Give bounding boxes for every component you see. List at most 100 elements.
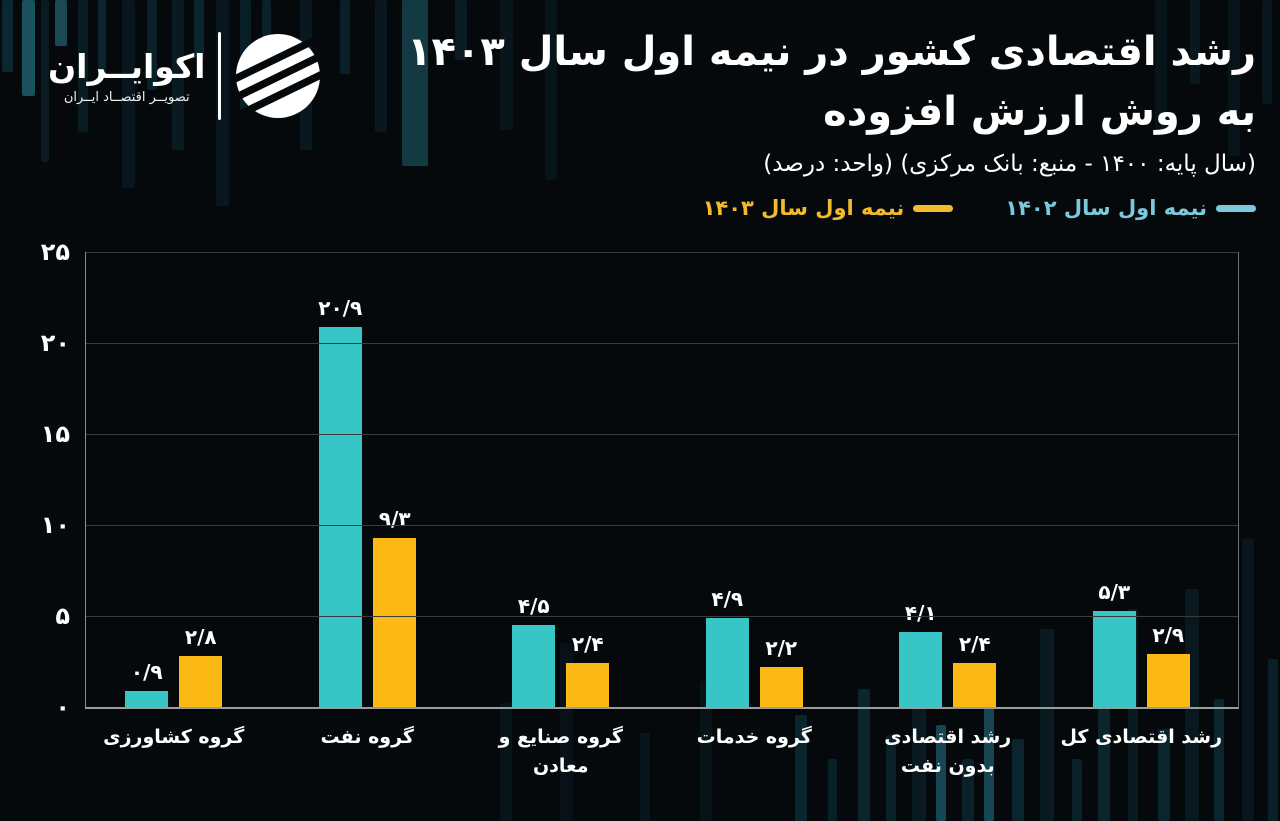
background-deco-bar bbox=[500, 703, 512, 821]
bar-group: ۴/۵ ۲/۴ گروه صنایع و معادن bbox=[464, 252, 658, 777]
bar-series2 bbox=[179, 656, 223, 707]
background-deco-bar bbox=[1040, 629, 1054, 821]
bar-with-label: ۲۰/۹ bbox=[318, 296, 362, 707]
background-deco-bar bbox=[500, 0, 513, 130]
background-deco-bar bbox=[1072, 759, 1082, 821]
background-deco-bar bbox=[858, 689, 870, 821]
bar-value-label: ۹/۳ bbox=[378, 506, 411, 531]
background-deco-bar bbox=[795, 715, 807, 821]
chart-subtitle: (سال پایه: ۱۴۰۰ - منبع: بانک مرکزی) (واح… bbox=[763, 151, 1256, 177]
bar-with-label: ۴/۵ bbox=[512, 594, 556, 707]
gridline bbox=[86, 342, 1238, 344]
background-deco-bar bbox=[375, 0, 387, 132]
bar-value-label: ۲/۸ bbox=[184, 625, 217, 650]
background-deco-bar bbox=[545, 0, 557, 180]
chart-legend: نیمه اول سال ۱۴۰۲ نیمه اول سال ۱۴۰۳ bbox=[340, 196, 1256, 220]
background-deco-bar bbox=[455, 0, 467, 60]
bar-series1 bbox=[705, 617, 749, 707]
bar-group: ۰/۹ ۲/۸ گروه کشاورزی bbox=[77, 252, 271, 748]
brand-block: اکوایــران تصویــر اقتصــاد ایــران bbox=[48, 32, 323, 120]
bar-series2 bbox=[566, 663, 610, 707]
bar-value-label: ۲/۲ bbox=[765, 635, 798, 660]
bar-value-label: ۴/۹ bbox=[711, 586, 744, 611]
background-deco-bar bbox=[22, 0, 35, 96]
chart-title-line2: به روش ارزش افزوده bbox=[823, 89, 1256, 135]
gridline bbox=[86, 251, 1238, 253]
bar-with-label: ۴/۱ bbox=[899, 601, 943, 707]
bar-with-label: ۲/۴ bbox=[953, 632, 997, 707]
bar-value-label: ۲۰/۹ bbox=[318, 295, 363, 320]
background-deco-bar bbox=[1158, 729, 1170, 821]
background-deco-bar bbox=[700, 681, 712, 821]
background-deco-bar bbox=[1155, 0, 1167, 130]
y-axis-tick: ۵ bbox=[55, 602, 70, 630]
background-deco-bar bbox=[1268, 659, 1278, 821]
bar-group: ۵/۳ ۲/۹ رشد اقتصادی کل bbox=[1045, 252, 1239, 748]
x-axis-label: گروه کشاورزی bbox=[103, 726, 245, 748]
y-axis-tick: ۰ bbox=[55, 693, 70, 721]
bar-group: ۴/۱ ۲/۴ رشد اقتصادی بدون نفت bbox=[851, 252, 1045, 777]
brand-separator bbox=[218, 32, 222, 120]
background-deco-bar bbox=[1214, 699, 1224, 821]
background-deco-bar bbox=[1242, 539, 1254, 821]
bar-series1 bbox=[125, 690, 169, 707]
bar-group: ۲۰/۹ ۹/۳ گروه نفت bbox=[271, 252, 465, 748]
background-deco-bar bbox=[1190, 0, 1200, 84]
background-deco-bar bbox=[1128, 609, 1138, 821]
x-axis-label: گروه صنایع و معادن bbox=[498, 726, 623, 778]
background-deco-bar bbox=[984, 699, 994, 821]
x-axis-label: گروه نفت bbox=[320, 726, 414, 748]
bar-series1 bbox=[318, 326, 362, 707]
plot-area: ۰/۹ ۲/۸ گروه کشاورزی ۲۰/۹ ۹/۳ گروه نفت ۴/۵ ۲/۴ گ… bbox=[41, 238, 1239, 777]
background-deco-bar bbox=[98, 0, 106, 76]
bar-series1 bbox=[899, 632, 943, 707]
legend-item-1403: نیمه اول سال ۱۴۰۳ bbox=[703, 196, 954, 220]
bar-value-label: ۰/۹ bbox=[130, 659, 163, 684]
bar-value-label: ۴/۱ bbox=[904, 601, 937, 626]
background-deco-bar bbox=[936, 725, 946, 821]
x-axis-label: گروه خدمات bbox=[696, 726, 812, 748]
bar-series1 bbox=[1092, 610, 1136, 707]
background-deco-bar bbox=[1185, 589, 1199, 821]
striped-globe-icon bbox=[234, 32, 323, 120]
y-axis-tick: ۲۰ bbox=[40, 329, 70, 357]
bar-with-label: ۵/۳ bbox=[1092, 579, 1136, 707]
background-deco-bar bbox=[147, 0, 157, 90]
bar-value-label: ۴/۵ bbox=[517, 594, 550, 619]
legend-label: نیمه اول سال ۱۴۰۲ bbox=[1005, 196, 1207, 221]
bar-groups: ۰/۹ ۲/۸ گروه کشاورزی ۲۰/۹ ۹/۳ گروه نفت ۴/۵ ۲/۴ گ… bbox=[77, 252, 1239, 778]
brand-name: اکوایــران bbox=[48, 46, 206, 86]
background-deco-bar bbox=[122, 0, 135, 188]
background-deco-bar bbox=[55, 0, 67, 46]
background-deco-bar bbox=[2, 0, 13, 72]
background-deco-bar bbox=[194, 0, 204, 58]
brand-text: اکوایــران تصویــر اقتصــاد ایــران bbox=[48, 47, 205, 106]
chart-header: رشد اقتصادی کشور در نیمه اول سال ۱۴۰۳ به… bbox=[340, 22, 1256, 220]
background-deco-bar bbox=[886, 735, 896, 821]
chart-title-line1: رشد اقتصادی کشور در نیمه اول سال ۱۴۰۳ bbox=[407, 29, 1256, 75]
gridline bbox=[86, 433, 1238, 435]
background-deco-bar bbox=[640, 733, 650, 821]
x-axis-label: رشد اقتصادی بدون نفت bbox=[884, 726, 1012, 778]
background-deco-bar bbox=[78, 0, 88, 132]
legend-item-1402: نیمه اول سال ۱۴۰۲ bbox=[1005, 196, 1256, 220]
gridline bbox=[86, 524, 1238, 526]
bar-with-label: ۲/۴ bbox=[566, 632, 610, 707]
bar-with-label: ۲/۲ bbox=[759, 635, 803, 707]
bar-series2 bbox=[953, 663, 997, 707]
bar-with-label: ۹/۳ bbox=[373, 506, 417, 707]
bar-value-label: ۵/۳ bbox=[1098, 579, 1131, 604]
legend-dash-icon bbox=[913, 204, 954, 212]
bar-with-label: ۰/۹ bbox=[125, 659, 169, 707]
bar-series2 bbox=[759, 666, 803, 707]
background-deco-bar bbox=[340, 0, 350, 74]
background-deco-bar bbox=[1098, 679, 1110, 821]
background-deco-bar bbox=[172, 0, 184, 150]
background-deco-bar bbox=[828, 759, 837, 821]
bar-with-label: ۲/۹ bbox=[1146, 623, 1190, 707]
bar-series1 bbox=[512, 625, 556, 707]
legend-label: نیمه اول سال ۱۴۰۳ bbox=[702, 196, 905, 221]
y-axis-tick: ۱۵ bbox=[40, 420, 70, 448]
bar-series2 bbox=[373, 537, 417, 707]
gridline bbox=[86, 615, 1238, 617]
